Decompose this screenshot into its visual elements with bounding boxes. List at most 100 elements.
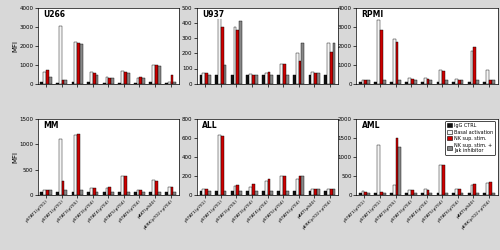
Bar <box>174 82 176 84</box>
Bar <box>476 80 479 84</box>
Bar <box>484 193 486 195</box>
Bar <box>383 80 386 84</box>
Bar <box>442 71 445 84</box>
Bar <box>293 191 296 195</box>
Bar <box>40 82 43 84</box>
Bar <box>312 72 314 84</box>
Text: U937: U937 <box>202 10 224 19</box>
Bar <box>377 20 380 84</box>
Bar <box>80 190 83 195</box>
Bar <box>476 193 479 195</box>
Text: MM: MM <box>43 121 59 130</box>
Bar <box>474 184 476 195</box>
Bar <box>205 189 208 195</box>
Bar <box>298 176 302 195</box>
Bar <box>460 80 464 84</box>
Bar <box>392 39 396 84</box>
Bar <box>111 78 114 84</box>
Bar <box>205 73 208 84</box>
Bar <box>231 191 234 195</box>
Bar <box>302 176 304 195</box>
Bar <box>314 189 317 195</box>
Bar <box>221 136 224 195</box>
Bar <box>486 183 489 195</box>
Bar <box>126 73 130 84</box>
Bar <box>317 189 320 195</box>
Bar <box>215 191 218 195</box>
Bar <box>367 193 370 195</box>
Bar <box>298 61 302 84</box>
Bar <box>262 191 264 195</box>
Bar <box>208 191 211 195</box>
Bar <box>280 64 283 84</box>
Bar <box>118 192 121 195</box>
Bar <box>452 193 455 195</box>
Bar <box>121 71 124 84</box>
Bar <box>327 189 330 195</box>
Bar <box>200 74 202 84</box>
Bar <box>312 189 314 195</box>
Bar <box>332 42 336 84</box>
Bar <box>359 193 362 195</box>
Bar <box>426 79 430 84</box>
Bar <box>367 80 370 84</box>
Bar <box>364 80 367 84</box>
Bar <box>239 191 242 195</box>
Bar <box>424 189 426 195</box>
Bar <box>380 192 383 195</box>
Bar <box>87 82 90 84</box>
Bar <box>246 191 249 195</box>
Bar <box>377 146 380 195</box>
Bar <box>445 193 448 195</box>
Bar <box>436 193 440 195</box>
Bar <box>254 74 258 84</box>
Bar <box>102 82 106 84</box>
Legend: IgG CTRL, Basal activation, NK sup. stim., NK sup. stim. +
Jak inhibitor: IgG CTRL, Basal activation, NK sup. stim… <box>446 121 495 155</box>
Bar <box>64 80 67 84</box>
Bar <box>452 82 455 84</box>
Bar <box>218 135 221 195</box>
Bar <box>414 193 416 195</box>
Bar <box>234 186 236 195</box>
Bar <box>221 27 224 84</box>
Bar <box>252 184 254 195</box>
Bar <box>246 74 249 84</box>
Bar <box>470 185 474 195</box>
Bar <box>90 72 93 84</box>
Bar <box>398 147 401 195</box>
Bar <box>252 74 254 84</box>
Bar <box>74 135 77 195</box>
Bar <box>224 66 226 84</box>
Bar <box>170 188 173 195</box>
Bar <box>140 190 142 195</box>
Bar <box>408 190 411 195</box>
Bar <box>111 192 114 195</box>
Bar <box>374 82 377 84</box>
Bar <box>136 190 140 195</box>
Bar <box>249 74 252 84</box>
Bar <box>59 26 62 84</box>
Bar <box>93 188 96 195</box>
Bar <box>492 80 494 84</box>
Bar <box>293 74 296 84</box>
Bar <box>56 192 59 195</box>
Bar <box>158 192 160 195</box>
Bar <box>390 193 392 195</box>
Bar <box>236 184 239 195</box>
Bar <box>208 74 211 84</box>
Bar <box>124 72 126 84</box>
Bar <box>142 78 145 84</box>
Bar <box>470 51 474 84</box>
Bar <box>440 70 442 84</box>
Bar <box>40 192 43 195</box>
Bar <box>484 82 486 84</box>
Bar <box>72 82 74 84</box>
Bar <box>474 46 476 84</box>
Bar <box>56 82 59 84</box>
Bar <box>330 52 332 84</box>
Bar <box>44 190 46 195</box>
Y-axis label: MFI: MFI <box>12 40 18 52</box>
Bar <box>392 185 396 195</box>
Bar <box>430 80 432 84</box>
Bar <box>374 193 377 195</box>
